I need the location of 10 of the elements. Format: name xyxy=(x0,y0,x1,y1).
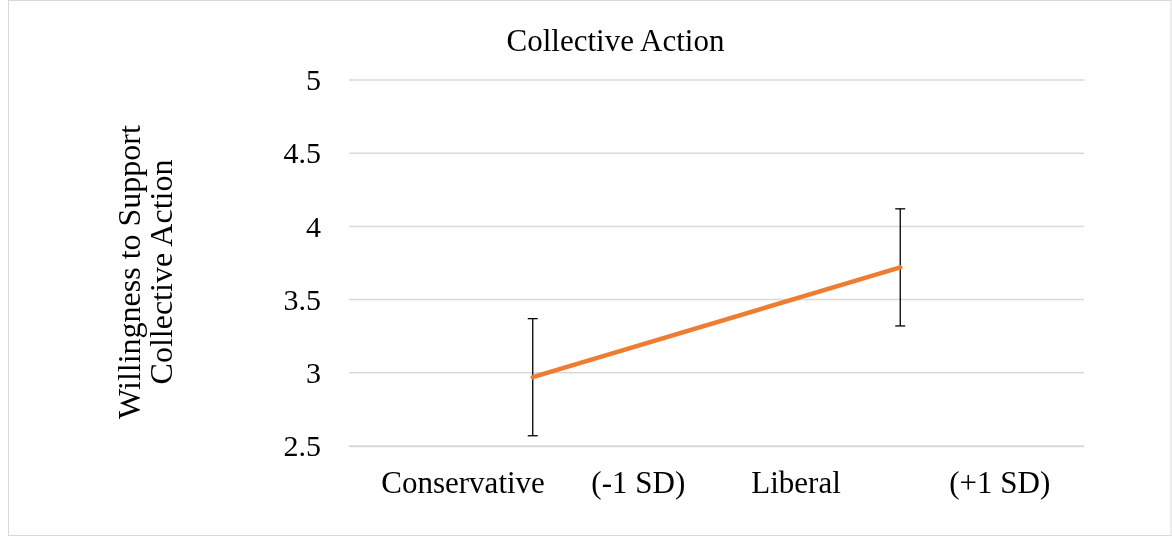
y-tick-label: 3.5 xyxy=(283,282,321,316)
y-tick-label: 4 xyxy=(306,209,321,243)
y-axis-title: Willingness to Support Collective Action xyxy=(111,124,179,419)
x-tick-label: Liberal (+1 SD) xyxy=(751,465,1051,501)
chart-title: Collective Action xyxy=(506,23,725,58)
y-tick-label: 5 xyxy=(306,63,321,97)
y-tick-label: 4.5 xyxy=(283,136,321,170)
y-tick-label: 3 xyxy=(306,355,321,389)
x-tick-label: Conservative (-1 SD) xyxy=(381,465,686,501)
y-tick-label: 2.5 xyxy=(283,429,321,463)
